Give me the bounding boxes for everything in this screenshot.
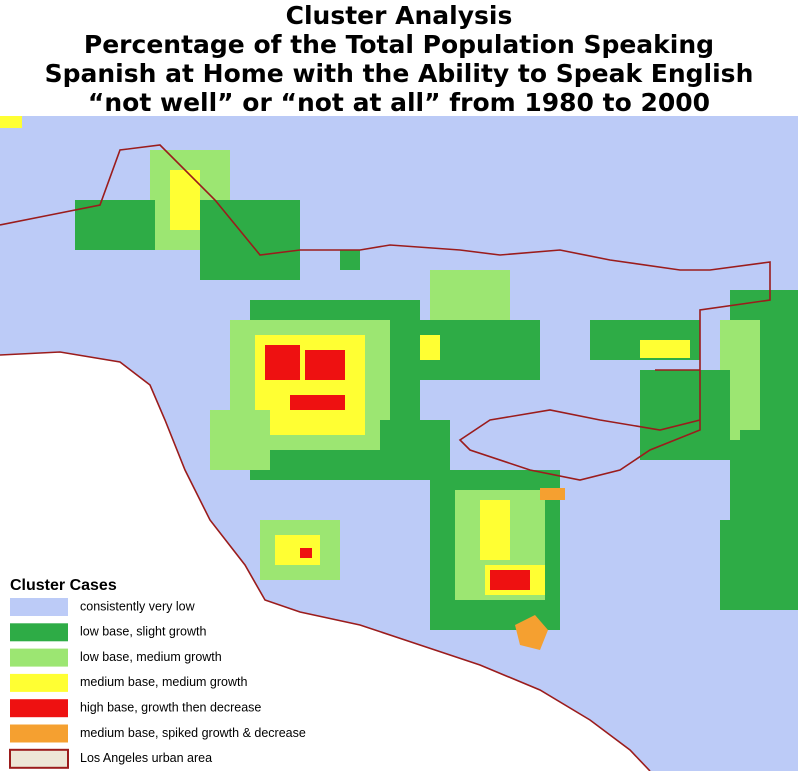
title-line: Spanish at Home with the Ability to Spea… [45, 59, 754, 88]
legend-label: low base, medium growth [80, 650, 222, 664]
legend-swatch [10, 598, 68, 616]
coastline [0, 351, 651, 771]
legend-title: Cluster Cases [10, 577, 117, 594]
legend-label: Los Angeles urban area [80, 751, 212, 765]
legend-swatch [10, 724, 68, 743]
legend-label: low base, slight growth [80, 625, 207, 639]
legend-swatch [10, 623, 68, 642]
clusters [0, 116, 798, 650]
legend-swatch [10, 648, 68, 667]
legend-label: high base, growth then decrease [80, 700, 261, 714]
title-line: “not well” or “not at all” from 1980 to … [88, 88, 710, 117]
legend-swatch [9, 748, 69, 769]
title-line: Percentage of the Total Population Speak… [84, 30, 714, 59]
legend-label: medium base, spiked growth & decrease [80, 726, 306, 740]
legend-label: medium base, medium growth [80, 675, 247, 689]
legend-swatch [10, 699, 68, 718]
urban-boundary [0, 144, 771, 481]
title-line: Cluster Analysis [286, 1, 513, 30]
legend: consistently very low low base, slight gr… [9, 598, 306, 769]
legend-label: consistently very low [80, 599, 196, 613]
ocean [0, 352, 650, 771]
legend-swatch [10, 673, 68, 692]
